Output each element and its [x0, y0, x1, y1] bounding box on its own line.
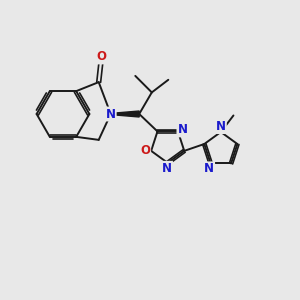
Polygon shape — [114, 111, 139, 117]
Text: N: N — [162, 162, 172, 175]
Text: O: O — [140, 144, 150, 158]
Text: N: N — [216, 120, 226, 133]
Text: N: N — [177, 123, 188, 136]
Text: N: N — [204, 162, 214, 176]
Text: O: O — [96, 50, 106, 63]
Text: N: N — [106, 107, 116, 121]
